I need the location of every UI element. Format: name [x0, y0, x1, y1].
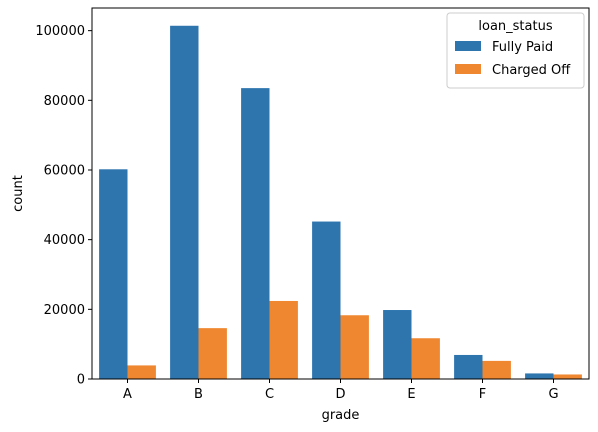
- x-tick-label-d: D: [335, 387, 345, 402]
- legend-swatch-charged-off: [455, 64, 481, 74]
- y-tick-label: 100000: [35, 24, 85, 39]
- bars-group: [99, 25, 582, 379]
- x-axis-label: grade: [322, 408, 360, 423]
- legend: loan_status Fully Paid Charged Off: [446, 12, 585, 89]
- bar-c-fully-paid: [241, 88, 270, 379]
- y-tick-label: 20000: [44, 303, 85, 318]
- legend-label-fully-paid: Fully Paid: [492, 40, 553, 55]
- x-tick-label-a: A: [123, 387, 132, 402]
- bar-a-fully-paid: [99, 169, 128, 379]
- bar-g-fully-paid: [525, 373, 554, 379]
- bar-g-charged-off: [553, 374, 582, 379]
- bar-d-charged-off: [340, 315, 369, 379]
- bar-e-charged-off: [411, 338, 440, 379]
- legend-box: [446, 12, 585, 89]
- y-tick-label: 40000: [44, 233, 85, 248]
- y-tick-label: 60000: [44, 163, 85, 178]
- bar-b-fully-paid: [170, 25, 199, 379]
- x-tick-label-e: E: [407, 387, 415, 402]
- bar-c-charged-off: [269, 300, 298, 379]
- y-axis-label: count: [11, 175, 26, 212]
- bar-b-charged-off: [198, 328, 227, 379]
- x-axis-ticks: A B C D E F G: [123, 379, 559, 402]
- x-tick-label-f: F: [479, 387, 486, 402]
- bar-f-charged-off: [482, 360, 511, 379]
- plot-frame: [91, 7, 590, 380]
- x-tick-label-b: B: [194, 387, 203, 402]
- y-axis-ticks: 0 20000 40000 60000 80000 100000: [35, 24, 92, 388]
- bar-f-fully-paid: [454, 354, 483, 379]
- bar-a-charged-off: [127, 365, 156, 379]
- legend-swatch-fully-paid: [455, 41, 481, 51]
- legend-title: loan_status: [478, 19, 552, 34]
- x-tick-label-g: G: [548, 387, 558, 402]
- legend-label-charged-off: Charged Off: [492, 63, 571, 78]
- bar-d-fully-paid: [312, 221, 341, 379]
- y-tick-label: 80000: [44, 94, 85, 109]
- bar-e-fully-paid: [383, 310, 412, 379]
- x-tick-label-c: C: [265, 387, 274, 402]
- y-tick-label: 0: [77, 373, 85, 388]
